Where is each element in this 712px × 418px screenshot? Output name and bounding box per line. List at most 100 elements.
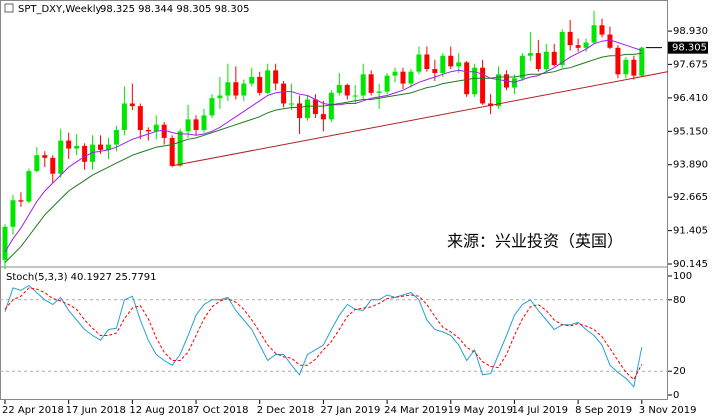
- candle-body: [2, 226, 8, 260]
- x-tick-label: 19 May 2019: [448, 405, 513, 416]
- stoch-line: [4, 284, 643, 388]
- y-tick-label: 91.405: [673, 226, 708, 237]
- candle-body: [289, 103, 295, 105]
- candle-body: [623, 59, 629, 75]
- candle-body: [177, 131, 183, 166]
- candle-body: [392, 71, 398, 76]
- candle-body: [631, 59, 637, 76]
- candle-body: [42, 155, 48, 158]
- candle-body: [591, 25, 597, 43]
- candle-body: [58, 140, 64, 174]
- candle-body: [257, 76, 263, 93]
- candle-body: [615, 47, 621, 75]
- y-tick-label: 100: [673, 271, 692, 282]
- y-tick-label: 0: [673, 390, 679, 401]
- candle-body: [121, 103, 127, 130]
- price-label-box: [668, 41, 708, 54]
- y-tick-label: 80: [673, 295, 686, 306]
- candle-body: [575, 45, 581, 48]
- candle-body: [607, 34, 613, 48]
- candle-body: [488, 103, 494, 107]
- candle-body: [535, 53, 541, 70]
- candle-body: [137, 106, 143, 130]
- candle-body: [639, 47, 645, 76]
- candle-body: [18, 200, 24, 202]
- trend-line: [172, 71, 669, 167]
- y-tick-label: 92.665: [673, 192, 708, 203]
- candle-body: [312, 99, 318, 115]
- x-tick-label: 7 Oct 2018: [193, 405, 248, 416]
- x-tick-label: 17 Jun 2018: [66, 405, 126, 416]
- candle-body: [74, 145, 80, 149]
- candle-body: [368, 74, 374, 93]
- candle-body: [424, 54, 430, 70]
- candle-body: [281, 83, 287, 104]
- candle-body: [129, 103, 135, 107]
- candle-body: [304, 99, 310, 119]
- candle-body: [113, 129, 119, 145]
- moving-average: [4, 39, 642, 253]
- candle-body: [599, 25, 605, 35]
- candle-body: [10, 200, 16, 227]
- candle-body: [265, 70, 271, 93]
- candle-body: [153, 124, 159, 132]
- x-tick-label: 14 Jul 2019: [511, 405, 568, 416]
- candle-body: [376, 91, 382, 93]
- y-tick-label: 90.145: [673, 259, 708, 270]
- x-tick-label: 8 Sep 2019: [575, 405, 632, 416]
- candle-body: [527, 53, 533, 56]
- candle-body: [161, 124, 167, 138]
- candle-body: [90, 144, 96, 162]
- candle-body: [201, 115, 207, 130]
- y-tick-label: 93.890: [673, 160, 708, 171]
- candle-body: [169, 137, 175, 166]
- y-tick-label: 97.675: [673, 59, 708, 70]
- candle-body: [209, 98, 215, 116]
- y-tick-label: 95.150: [673, 126, 708, 137]
- candle-body: [448, 55, 454, 67]
- candle-body: [559, 31, 565, 66]
- moving-average: [4, 52, 642, 263]
- candle-body: [50, 157, 56, 174]
- candle-body: [352, 95, 358, 97]
- x-tick-label: 27 Jan 2019: [320, 405, 380, 416]
- candle-body: [320, 114, 326, 120]
- candle-body: [456, 62, 462, 67]
- symbol-icon: [4, 3, 14, 13]
- candle-body: [105, 144, 111, 150]
- candle-body: [567, 31, 573, 46]
- price-label: 98.305: [672, 43, 707, 54]
- candle-body: [98, 144, 104, 150]
- watermark: 来源：兴业投资（英国）: [447, 232, 623, 251]
- candle-body: [496, 74, 502, 107]
- candle-body: [583, 42, 589, 48]
- candle-body: [472, 67, 478, 95]
- candle-body: [241, 83, 247, 96]
- candle-body: [26, 171, 32, 202]
- candle-body: [480, 67, 486, 104]
- candle-body: [297, 103, 303, 119]
- candle-body: [408, 71, 414, 84]
- indicator-title: Stoch(5,3,3) 40.1927 25.7791: [6, 272, 157, 283]
- candle-body: [432, 69, 438, 73]
- x-tick-label: 3 Nov 2019: [639, 405, 697, 416]
- candle-body: [193, 119, 199, 130]
- candle-body: [249, 76, 255, 84]
- candle-body: [416, 54, 422, 72]
- y-tick-label: 98.930: [673, 26, 708, 37]
- candle-body: [440, 55, 446, 73]
- x-tick-label: 12 Aug 2018: [129, 405, 193, 416]
- stoch-line: [4, 287, 643, 381]
- candle-body: [551, 51, 557, 66]
- candle-body: [328, 92, 334, 120]
- ohlc-header: 98.325 98.344 98.305 98.305: [100, 4, 250, 15]
- x-tick-label: 22 Apr 2018: [2, 405, 64, 416]
- candle-body: [34, 155, 40, 172]
- candle-body: [511, 78, 517, 88]
- candle-body: [66, 140, 72, 149]
- candle-body: [233, 82, 239, 96]
- candle-body: [360, 74, 366, 96]
- candle-body: [344, 84, 350, 96]
- candle-body: [464, 62, 470, 95]
